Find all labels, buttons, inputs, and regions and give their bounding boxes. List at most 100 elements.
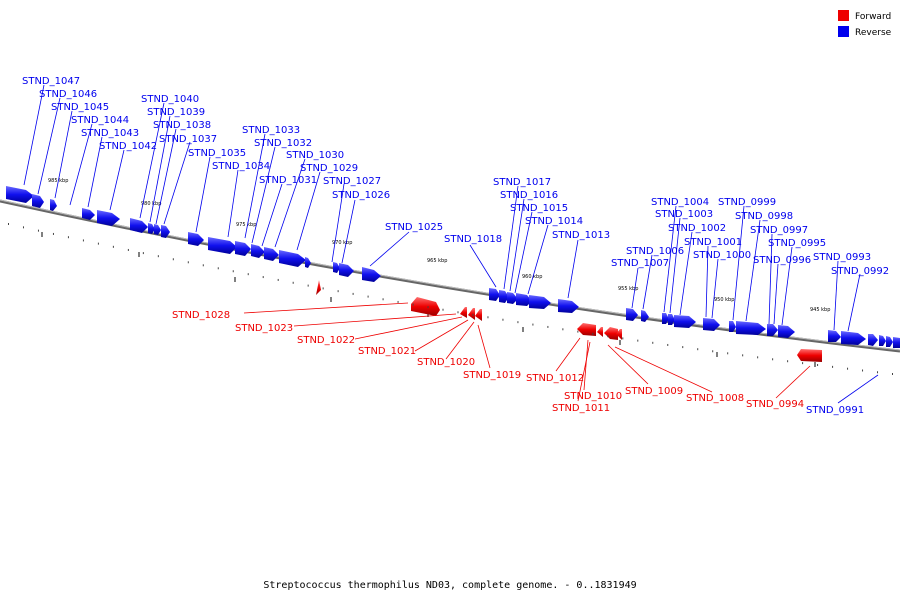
- gene-label[interactable]: STND_1037: [159, 134, 217, 145]
- gene-label[interactable]: STND_1044: [71, 115, 129, 126]
- gene-arrow-reverse[interactable]: [6, 186, 34, 203]
- gene-arrow-reverse[interactable]: [305, 257, 311, 268]
- gene-label[interactable]: STND_1035: [188, 148, 246, 159]
- gene-arrow-reverse[interactable]: [208, 237, 237, 254]
- gene-arrow-reverse[interactable]: [868, 334, 878, 346]
- gene-label[interactable]: STND_1038: [153, 120, 211, 131]
- gene-arrow-forward[interactable]: [797, 349, 822, 362]
- gene-label[interactable]: STND_1046: [39, 89, 97, 100]
- gene-label[interactable]: STND_0994: [746, 399, 804, 410]
- gene-label[interactable]: STND_1031: [259, 175, 317, 186]
- gene-label[interactable]: STND_1003: [655, 209, 713, 220]
- gene-arrow-forward[interactable]: [460, 307, 467, 318]
- gene-arrow-reverse[interactable]: [668, 314, 675, 325]
- gene-arrow-forward[interactable]: [475, 309, 482, 321]
- gene-arrow-reverse[interactable]: [778, 325, 795, 338]
- gene-arrow-forward[interactable]: [616, 329, 622, 340]
- gene-label[interactable]: STND_1012: [526, 373, 584, 384]
- gene-arrow-reverse[interactable]: [499, 290, 509, 303]
- gene-label[interactable]: STND_1042: [99, 141, 157, 152]
- gene-arrow-reverse[interactable]: [662, 313, 669, 324]
- gene-label[interactable]: STND_1011: [552, 403, 610, 414]
- gene-arrow-reverse[interactable]: [893, 337, 900, 348]
- gene-label[interactable]: STND_0997: [750, 225, 808, 236]
- gene-arrow-reverse[interactable]: [362, 267, 381, 282]
- gene-label[interactable]: STND_1026: [332, 190, 390, 201]
- gene-label[interactable]: STND_1029: [300, 163, 358, 174]
- gene-arrow-reverse[interactable]: [626, 308, 638, 321]
- gene-arrow-forward[interactable]: [577, 323, 596, 336]
- gene-label[interactable]: STND_1039: [147, 107, 205, 118]
- gene-arrow-reverse[interactable]: [529, 295, 551, 309]
- gene-arrow-reverse[interactable]: [641, 310, 649, 322]
- gene-label[interactable]: STND_1025: [385, 222, 443, 233]
- gene-label[interactable]: STND_0992: [831, 266, 889, 277]
- gene-arrow-reverse[interactable]: [841, 331, 866, 345]
- gene-label[interactable]: STND_1022: [297, 335, 355, 346]
- gene-arrow-reverse[interactable]: [264, 247, 279, 261]
- gene-arrow-reverse[interactable]: [161, 225, 170, 238]
- gene-arrow-reverse[interactable]: [558, 299, 579, 313]
- gene-label[interactable]: STND_0996: [753, 255, 811, 266]
- gene-arrow-reverse[interactable]: [879, 335, 886, 346]
- gene-label[interactable]: STND_1047: [22, 76, 80, 87]
- gene-arrow-reverse[interactable]: [703, 318, 720, 331]
- gene-label[interactable]: STND_1013: [552, 230, 610, 241]
- gene-label[interactable]: STND_0991: [806, 405, 864, 416]
- gene-arrow-forward[interactable]: [468, 308, 475, 320]
- gene-label[interactable]: STND_1021: [358, 346, 416, 357]
- gene-label[interactable]: STND_1032: [254, 138, 312, 149]
- gene-label[interactable]: STND_1033: [242, 125, 300, 136]
- gene-arrow-reverse[interactable]: [674, 315, 696, 328]
- gene-arrow-reverse[interactable]: [516, 293, 532, 306]
- gene-label[interactable]: STND_1001: [684, 237, 742, 248]
- gene-label[interactable]: STND_1004: [651, 197, 709, 208]
- gene-label[interactable]: STND_1018: [444, 234, 502, 245]
- gene-arrow-reverse[interactable]: [235, 241, 251, 256]
- gene-arrow-reverse[interactable]: [729, 321, 736, 332]
- gene-label[interactable]: STND_1027: [323, 176, 381, 187]
- gene-label[interactable]: STND_1007: [611, 258, 669, 269]
- gene-label[interactable]: STND_0999: [718, 197, 776, 208]
- gene-label[interactable]: STND_1028: [172, 310, 230, 321]
- gene-arrow-reverse[interactable]: [50, 199, 57, 211]
- gene-arrow-reverse[interactable]: [507, 292, 518, 304]
- gene-label[interactable]: STND_1017: [493, 177, 551, 188]
- gene-arrow-reverse[interactable]: [188, 232, 204, 246]
- gene-label[interactable]: STND_1014: [525, 216, 583, 227]
- gene-label[interactable]: STND_1006: [626, 246, 684, 257]
- gene-arrow-reverse[interactable]: [828, 330, 841, 342]
- gene-label[interactable]: STND_1002: [668, 223, 726, 234]
- gene-arrow-reverse[interactable]: [886, 336, 893, 347]
- gene-label[interactable]: STND_0993: [813, 252, 871, 263]
- gene-arrow-forward[interactable]: [411, 297, 440, 316]
- gene-label[interactable]: STND_1000: [693, 250, 751, 261]
- gene-label[interactable]: STND_1034: [212, 161, 270, 172]
- gene-arrow-reverse[interactable]: [279, 250, 306, 267]
- gene-arrow-reverse[interactable]: [736, 321, 766, 335]
- gene-label[interactable]: STND_1009: [625, 386, 683, 397]
- gene-label[interactable]: STND_0995: [768, 238, 826, 249]
- gene-arrow-reverse[interactable]: [489, 288, 500, 301]
- gene-label[interactable]: STND_1023: [235, 323, 293, 334]
- gene-arrow-reverse[interactable]: [251, 244, 265, 258]
- gene-arrow-reverse[interactable]: [339, 263, 354, 277]
- gene-arrow-forward[interactable]: [316, 280, 321, 295]
- gene-label[interactable]: STND_1015: [510, 203, 568, 214]
- gene-label[interactable]: STND_1030: [286, 150, 344, 161]
- gene-label[interactable]: STND_1040: [141, 94, 199, 105]
- gene-arrow-reverse[interactable]: [154, 224, 161, 235]
- gene-arrow-reverse[interactable]: [82, 208, 95, 220]
- gene-arrow-reverse[interactable]: [97, 210, 120, 226]
- gene-label[interactable]: STND_1019: [463, 370, 521, 381]
- gene-arrow-reverse[interactable]: [32, 194, 44, 208]
- gene-arrow-reverse[interactable]: [148, 223, 155, 234]
- gene-label[interactable]: STND_1045: [51, 102, 109, 113]
- gene-label[interactable]: STND_1020: [417, 357, 475, 368]
- gene-arrow-reverse[interactable]: [130, 218, 148, 233]
- gene-arrow-forward[interactable]: [597, 327, 603, 337]
- gene-label[interactable]: STND_1043: [81, 128, 139, 139]
- gene-label[interactable]: STND_1016: [500, 190, 558, 201]
- gene-arrow-reverse[interactable]: [333, 262, 340, 273]
- gene-label[interactable]: STND_0998: [735, 211, 793, 222]
